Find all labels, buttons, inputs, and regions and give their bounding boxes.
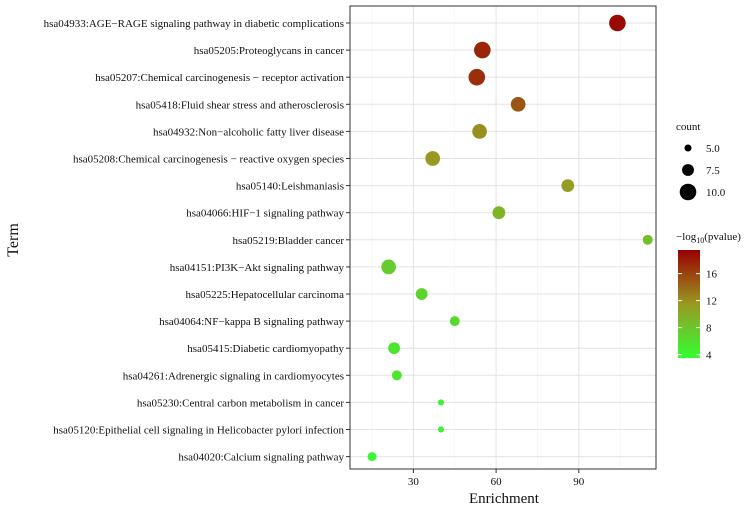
- data-point: [388, 342, 401, 355]
- size-legend-label: 5.0: [706, 143, 720, 155]
- y-tick-label: hsa05230:Central carbon metabolism in ca…: [137, 397, 344, 409]
- data-point: [609, 14, 626, 32]
- size-legend: count 5.0 7.5 10.0: [676, 121, 726, 201]
- y-tick-label: hsa05415:Diabetic cardiomyopathy: [187, 343, 344, 355]
- color-legend-title: −log10(pvalue): [676, 231, 741, 245]
- x-tick-label: 30: [408, 476, 420, 488]
- size-legend-label: 7.5: [706, 165, 720, 177]
- color-bar-label: 4: [706, 350, 712, 362]
- x-axis-title: Enrichment: [469, 491, 540, 507]
- y-axis-tick-labels: hsa04933:AGE−RAGE signaling pathway in d…: [44, 18, 350, 464]
- y-tick-label: hsa05140:Leishmaniasis: [236, 181, 344, 193]
- y-tick-label: hsa04261:Adrenergic signaling in cardiom…: [123, 370, 344, 382]
- y-tick-label: hsa05418:Fluid shear stress and atherosc…: [136, 99, 344, 111]
- y-tick-label: hsa04066:HIF−1 signaling pathway: [186, 208, 344, 220]
- plot-area: [349, 5, 657, 470]
- color-bar-label: 16: [706, 269, 718, 281]
- data-point: [510, 96, 526, 112]
- x-tick-label: 60: [491, 476, 503, 488]
- color-bar-label: 12: [706, 296, 717, 308]
- data-point: [472, 124, 487, 139]
- data-point: [437, 426, 445, 433]
- data-point: [391, 370, 402, 381]
- y-axis-title: Term: [5, 223, 22, 257]
- size-legend-key: [682, 164, 694, 176]
- data-point: [425, 151, 441, 166]
- plot-background: [350, 6, 656, 469]
- data-point: [642, 234, 653, 245]
- data-point: [474, 41, 491, 59]
- y-tick-label: hsa04932:Non−alcoholic fatty liver disea…: [153, 126, 344, 138]
- data-point: [449, 316, 460, 327]
- data-point: [492, 206, 506, 220]
- color-legend-title-prefix: −log: [676, 231, 697, 243]
- size-legend-key: [684, 144, 692, 152]
- data-point: [367, 452, 377, 462]
- color-legend-title-sub: 10: [696, 236, 704, 245]
- data-point: [437, 399, 445, 406]
- y-tick-label: hsa04064:NF−kappa B signaling pathway: [159, 316, 344, 328]
- data-point: [468, 68, 486, 86]
- y-tick-label: hsa05219:Bladder cancer: [233, 235, 345, 247]
- size-legend-label: 10.0: [706, 187, 726, 199]
- y-tick-label: hsa04020:Calcium signaling pathway: [178, 452, 344, 464]
- y-tick-label: hsa05120:Epithelial cell signaling in He…: [53, 425, 344, 437]
- color-legend: −log10(pvalue) 4 8 12 16: [676, 231, 741, 362]
- size-legend-title: count: [676, 121, 700, 133]
- y-tick-label: hsa05225:Hepatocellular carcinoma: [185, 289, 344, 301]
- data-point: [561, 179, 575, 193]
- y-tick-label: hsa05205:Proteoglycans in cancer: [194, 45, 345, 57]
- y-tick-label: hsa04151:PI3K−Akt signaling pathway: [170, 262, 345, 274]
- size-legend-key: [679, 183, 697, 201]
- data-point: [415, 288, 428, 300]
- color-legend-title-suffix: (pvalue): [704, 231, 741, 243]
- color-bar-label: 8: [706, 323, 712, 335]
- color-bar: [678, 250, 700, 358]
- x-tick-label: 90: [573, 476, 585, 488]
- y-tick-label: hsa04933:AGE−RAGE signaling pathway in d…: [44, 18, 344, 30]
- y-tick-label: hsa05208:Chemical carcinogenesis − react…: [73, 154, 344, 166]
- x-axis: 30 60 90: [408, 469, 585, 488]
- plot-border: [349, 5, 657, 470]
- y-tick-label: hsa05207:Chemical carcinogenesis − recep…: [95, 72, 344, 84]
- data-point: [381, 259, 396, 275]
